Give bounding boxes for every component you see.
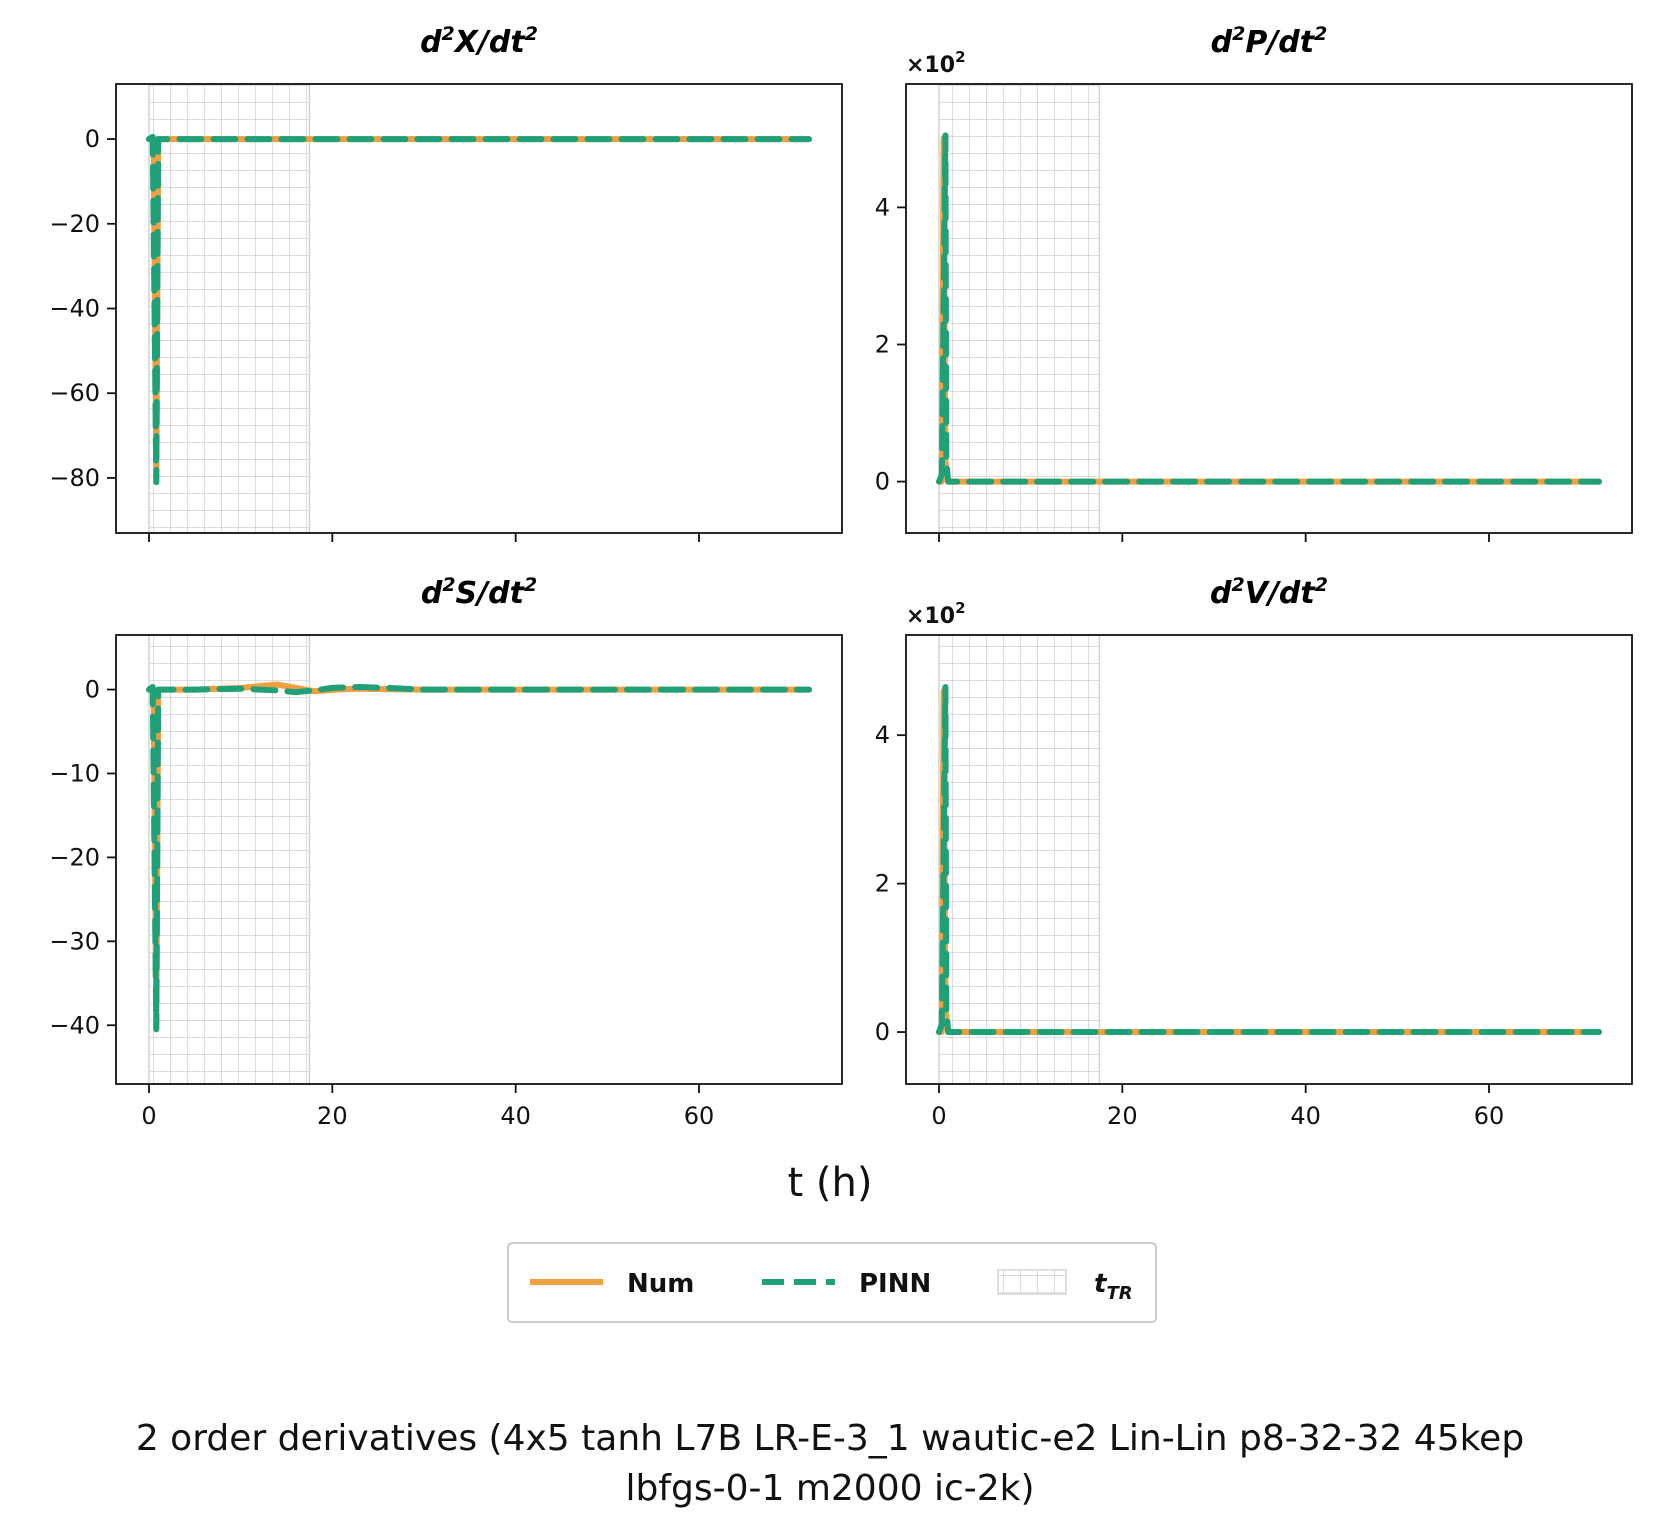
panel-d2x-ytick-label: −40 <box>49 295 100 323</box>
panel-d2p-title: d2P/dt2 <box>1211 23 1328 60</box>
panel-d2s-ytick-label: −40 <box>49 1011 100 1039</box>
legend: Num PINN tTR <box>507 1242 1157 1323</box>
panel-d2v-ytick-label: 4 <box>875 721 890 749</box>
panel-d2v-series-pinn <box>936 684 1602 1035</box>
panel-d2s-xaxis: 0 20 40 60 <box>141 1084 714 1130</box>
figure-suptitle-line2: lbfgs-0-1 m2000 ic-2k) <box>625 1468 1034 1509</box>
panel-d2s-frame <box>115 634 843 1085</box>
panel-d2v-xaxis: 0 20 40 60 <box>931 1084 1504 1130</box>
panel-d2s-series <box>146 681 812 1033</box>
panel-d2p-frame <box>905 83 1633 534</box>
panel-d2p-xaxis <box>938 533 1490 542</box>
legend-num-label: Num <box>627 1269 694 1299</box>
panel-d2s-ytick-label: 0 <box>85 676 100 704</box>
figure-suptitle-line1: 2 order derivatives (4x5 tanh L7B LR-E-3… <box>136 1418 1524 1459</box>
panel-d2p-ytick-label: 2 <box>875 330 890 358</box>
panel-d2s-xtick-label: 60 <box>684 1102 715 1130</box>
legend-ttr-swatch <box>997 1269 1067 1295</box>
panel-d2v-title: d2V/dt2 <box>1210 574 1328 611</box>
panel-d2s-xtick-label: 0 <box>141 1102 156 1130</box>
panel-d2p-series-pinn <box>936 132 1602 485</box>
panel-d2s-title: d2S/dt2 <box>421 574 537 611</box>
panel-d2x-ytick-label: 0 <box>85 125 100 153</box>
legend-pinn-label: PINN <box>859 1269 931 1299</box>
panel-d2v-series <box>936 684 1602 1035</box>
panel-d2x-xaxis <box>148 533 700 542</box>
panel-d2v-xtick-label: 0 <box>931 1102 946 1130</box>
panel-d2v: d2V/dt2 ×102 0 2 4 0 20 40 60 <box>875 574 1633 1130</box>
legend-ttr-label: tTR <box>1094 1269 1133 1304</box>
panel-d2p-shade <box>938 83 1101 534</box>
panel-d2x-title: d2X/dt2 <box>420 23 538 60</box>
panel-d2v-yaxis: 0 2 4 <box>875 721 906 1046</box>
panel-d2p-yaxis: 0 2 4 <box>875 193 906 496</box>
panel-d2x: d2X/dt2 0 −20 −40 −60 −80 <box>49 23 843 542</box>
panel-d2x-ytick-label: −80 <box>49 464 100 492</box>
panel-d2x-shade <box>148 83 311 534</box>
panel-d2s-xtick-label: 20 <box>317 1102 348 1130</box>
panel-d2p-ytick-label: 0 <box>875 468 890 496</box>
panel-d2x-series <box>146 133 812 486</box>
panel-d2s-ytick-label: −30 <box>49 927 100 955</box>
panel-d2v-xtick-label: 20 <box>1107 1102 1138 1130</box>
panel-d2x-series-pinn <box>146 133 812 486</box>
panel-d2v-ytick-label: 0 <box>875 1018 890 1046</box>
x-axis-label: t (h) <box>788 1160 873 1206</box>
panel-d2p-multiplier: ×102 <box>906 48 966 78</box>
panel-d2s-xtick-label: 40 <box>500 1102 531 1130</box>
panel-d2s-series-pinn <box>146 684 812 1033</box>
panel-d2p-series <box>936 132 1602 485</box>
panel-d2p-ytick-label: 4 <box>875 193 890 221</box>
panel-d2x-ytick-label: −20 <box>49 210 100 238</box>
panel-d2x-ytick-label: −60 <box>49 379 100 407</box>
panel-d2v-multiplier: ×102 <box>906 599 966 629</box>
panel-d2v-ytick-label: 2 <box>875 870 890 898</box>
panel-d2p: d2P/dt2 ×102 0 2 4 <box>875 23 1633 542</box>
panel-d2s-ytick-label: −10 <box>49 759 100 787</box>
panel-d2v-shade <box>938 634 1101 1085</box>
panel-d2s-yaxis: 0 −10 −20 −30 −40 <box>49 676 116 1039</box>
panel-d2x-yaxis: 0 −20 −40 −60 −80 <box>49 125 116 492</box>
panel-d2s-shade <box>148 634 311 1085</box>
panel-d2v-xtick-label: 40 <box>1290 1102 1321 1130</box>
panel-d2v-frame <box>905 634 1633 1085</box>
panel-d2s-ytick-label: −20 <box>49 843 100 871</box>
panel-d2s: d2S/dt2 0 −10 −20 −30 −40 0 20 40 60 <box>49 574 843 1130</box>
panel-d2v-xtick-label: 60 <box>1474 1102 1505 1130</box>
